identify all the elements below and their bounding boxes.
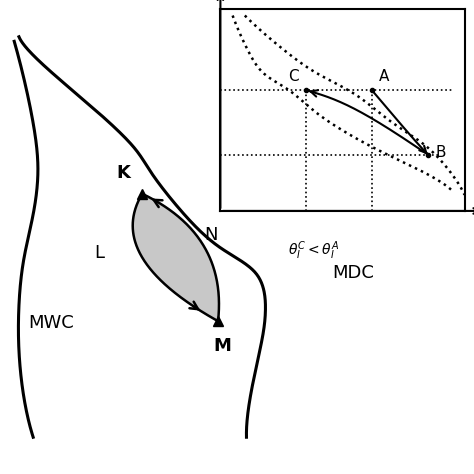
Text: K: K <box>117 164 130 182</box>
Text: $\theta_I^C < \theta_I^A$: $\theta_I^C < \theta_I^A$ <box>288 239 339 262</box>
Text: N: N <box>204 226 217 244</box>
Text: C: C <box>288 69 299 84</box>
Text: M: M <box>214 337 232 355</box>
Text: A: A <box>379 69 390 84</box>
Text: MDC: MDC <box>332 264 374 283</box>
Text: B: B <box>435 145 446 160</box>
Text: L: L <box>94 244 104 262</box>
Polygon shape <box>133 194 219 321</box>
Text: MWC: MWC <box>28 314 74 332</box>
